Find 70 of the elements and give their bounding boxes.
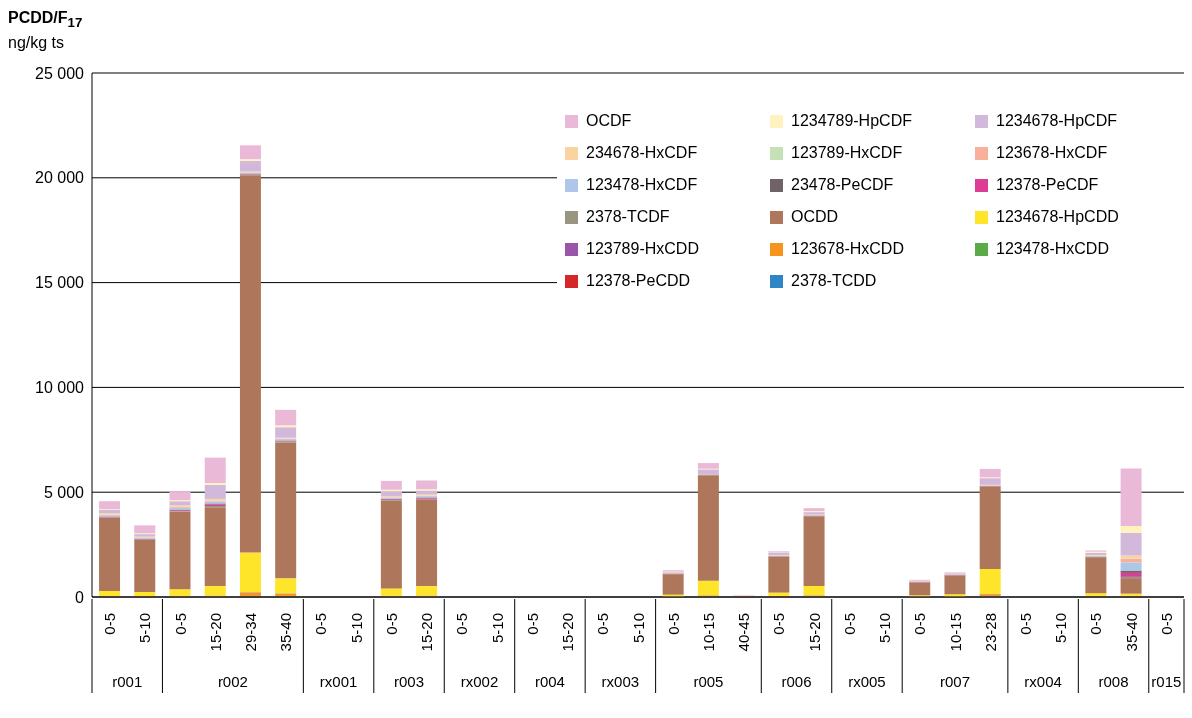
x-tick-label: 5-10 [1052, 613, 1070, 644]
text: rx001 [319, 673, 358, 691]
x-tick-label: 0-5 [171, 613, 189, 635]
x-tick-label: 23-28 [981, 613, 999, 652]
text: rx002 [460, 673, 499, 691]
x-tick-label: 0-5 [312, 613, 330, 635]
x-tick-label: 0-5 [911, 613, 929, 635]
legend-label: 234678-HxCDF [586, 144, 698, 162]
x-tick-label: 29-34 [242, 613, 260, 652]
legend-label: 12378-PeCDF [996, 176, 1099, 194]
text: rx003 [601, 673, 640, 691]
legend-label: 1234678-HpCDD [996, 208, 1119, 226]
x-tick-label: 0-5 [1087, 613, 1105, 635]
legend-label: 2378-TCDF [586, 208, 670, 226]
x-tick-label: 0-5 [664, 613, 682, 635]
x-tick-label: 0-5 [840, 613, 858, 635]
text: r004 [534, 673, 565, 691]
text: r015 [1151, 673, 1182, 691]
x-tick-label: 0-5 [594, 613, 612, 635]
x-tick-label: 0-5 [382, 613, 400, 635]
legend-label: OCDF [586, 112, 632, 130]
text: rx004 [1024, 673, 1062, 691]
text: r002 [217, 673, 248, 691]
x-tick-label: 5-10 [136, 613, 154, 644]
x-tick-label: 0-5 [453, 613, 471, 635]
x-tick-label: 0-5 [1157, 613, 1175, 635]
text: rx005 [848, 673, 886, 691]
x-tick-label: 5-10 [488, 613, 506, 644]
y-tick-label: 5 000 [43, 484, 85, 502]
legend-label: 12378-PeCDD [586, 272, 691, 290]
x-tick-label: 15-20 [805, 613, 823, 652]
x-tick-label: 5-10 [876, 613, 894, 644]
y-tick-label: 10 000 [35, 379, 85, 397]
legend-label: OCDD [791, 208, 839, 226]
legend-label: 123478-HxCDD [996, 240, 1109, 258]
legend-label: 1234789-HpCDF [791, 112, 912, 130]
y-tick-label: 0 [75, 588, 85, 606]
x-tick-label: 0-5 [101, 613, 119, 635]
y-axis-title: ng/kg ts [8, 33, 66, 54]
x-tick-label: 0-5 [523, 613, 541, 635]
x-tick-label: 40-45 [735, 613, 753, 652]
legend-label: 123478-HxCDF [586, 176, 698, 194]
legend-label: 123789-HxCDD [586, 240, 699, 258]
legend-label: 123678-HxCDF [996, 144, 1108, 162]
legend-label: 23478-PeCDF [791, 176, 894, 194]
text: r007 [940, 673, 971, 691]
x-tick-label: 15-20 [559, 613, 577, 652]
x-tick-label: 35-40 [1122, 613, 1140, 652]
legend-label: 123678-HxCDD [791, 240, 904, 258]
y-tick-label: 15 000 [35, 274, 85, 292]
x-tick-label: 10-15 [699, 613, 717, 652]
x-tick-label: 10-15 [946, 613, 964, 652]
legend-label: 123789-HxCDF [791, 144, 903, 162]
legend-label: 2378-TCDD [791, 272, 877, 290]
x-tick-label: 15-20 [418, 613, 436, 652]
text: r001 [112, 673, 143, 691]
x-tick-label: 0-5 [770, 613, 788, 635]
chart-title: PCDD/F$_{17}$ [8, 8, 84, 33]
text: r006 [781, 673, 812, 691]
y-tick-label: 25 000 [35, 64, 85, 82]
x-tick-label: 15-20 [206, 613, 224, 652]
y-tick-label: 20 000 [35, 169, 85, 187]
x-tick-label: 5-10 [629, 613, 647, 644]
text: r005 [693, 673, 724, 691]
x-tick-label: 5-10 [347, 613, 365, 644]
x-tick-label: 0-5 [1016, 613, 1034, 635]
text: r003 [394, 673, 425, 691]
legend-label: 1234678-HpCDF [996, 112, 1117, 130]
text: r008 [1098, 673, 1129, 691]
x-tick-label: 35-40 [277, 613, 295, 652]
